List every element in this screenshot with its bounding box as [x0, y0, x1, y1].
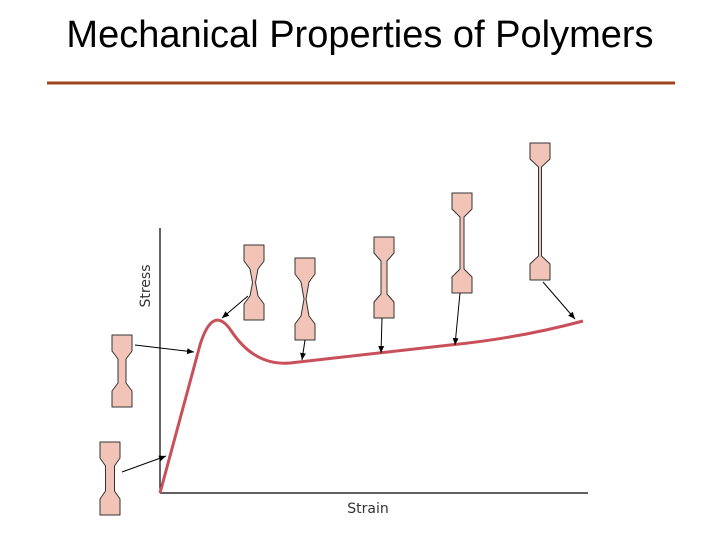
specimen	[451, 192, 473, 294]
arrow	[121, 455, 167, 473]
arrow	[300, 339, 307, 361]
specimen	[529, 142, 551, 281]
arrow	[542, 281, 576, 320]
arrow	[378, 317, 385, 354]
arrow	[221, 295, 249, 319]
specimens	[99, 142, 551, 516]
slide-title: Mechanical Properties of Polymers	[66, 14, 654, 56]
specimen	[111, 334, 133, 408]
arrows	[121, 281, 576, 473]
specimen	[99, 441, 121, 516]
stress-strain-curve	[158, 318, 584, 494]
y-axis-label: Stress	[138, 264, 154, 307]
specimen	[243, 244, 265, 321]
specimen	[373, 236, 395, 319]
arrow	[134, 344, 195, 355]
arrow	[452, 292, 461, 346]
x-axis-label: Strain	[347, 501, 388, 517]
specimen	[294, 257, 316, 341]
